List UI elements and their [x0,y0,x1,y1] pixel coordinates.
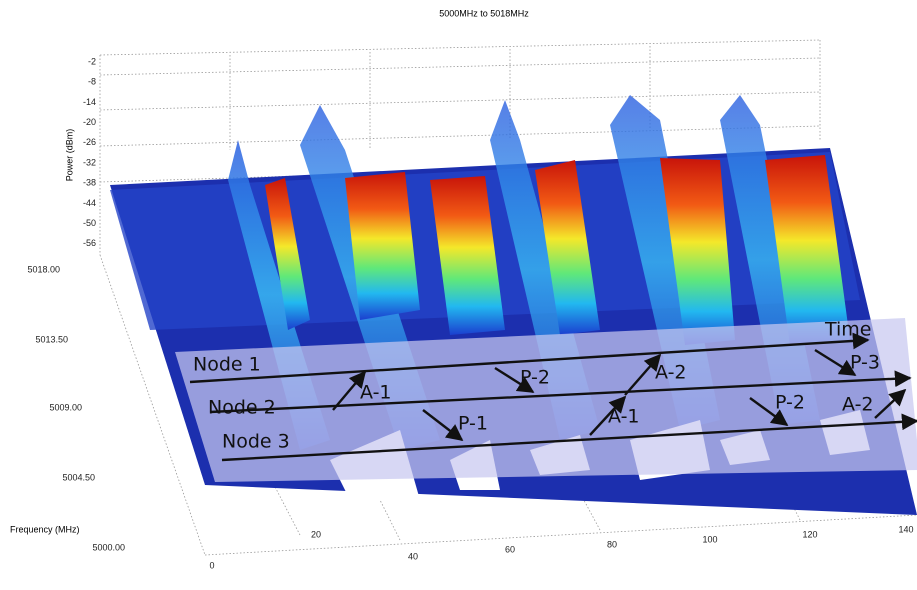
frequency-axis-label: Frequency (MHz) [10,524,80,534]
power-tick-label: -50 [83,218,96,228]
power-tick-label: -8 [88,77,96,87]
power-tick-label: -26 [83,137,96,147]
node-label: Node 3 [222,431,290,453]
power-tick-label: -32 [83,157,96,167]
event-label: A-2 [842,394,874,416]
title: 5000MHz to 5018MHz [439,8,529,18]
event-label: A-1 [360,382,392,404]
figure: 5000MHz to 5018MHz Power (dBm) Frequency… [0,0,917,585]
frequency-tick-label: 5004.50 [62,472,95,482]
event-label: A-1 [608,406,640,428]
time-tick-label: 80 [607,539,617,549]
time-tick-label: 120 [802,529,817,539]
node-label: Node 1 [193,354,261,376]
power-tick-label: -14 [83,97,96,107]
power-tick-label: -38 [83,178,96,188]
power-tick-label: -56 [83,238,96,248]
frequency-tick-label: 5009.00 [49,402,82,412]
time-tick-label: 40 [408,551,418,561]
event-label: P-3 [850,352,880,374]
time-tick-label: 100 [702,534,717,544]
event-label: A-2 [655,362,687,384]
time-label: Time [824,319,872,341]
power-tick-label: -20 [83,117,96,127]
frequency-tick-label: 5018.00 [27,264,60,274]
time-tick-label: 60 [505,544,515,554]
frequency-tick-label: 5000.00 [92,542,125,552]
power-tick-label: -2 [88,56,96,66]
time-tick-label: 20 [311,529,321,539]
power-tick-label: -44 [83,198,96,208]
event-label: P-2 [520,367,550,389]
power-axis-label: Power (dBm) [64,129,74,182]
frequency-tick-label: 5013.50 [35,334,68,344]
event-label: P-1 [458,413,488,435]
time-tick-label: 0 [209,560,214,570]
node-label: Node 2 [208,397,276,419]
time-tick-label: 140 [898,524,913,534]
event-label: P-2 [775,392,805,414]
